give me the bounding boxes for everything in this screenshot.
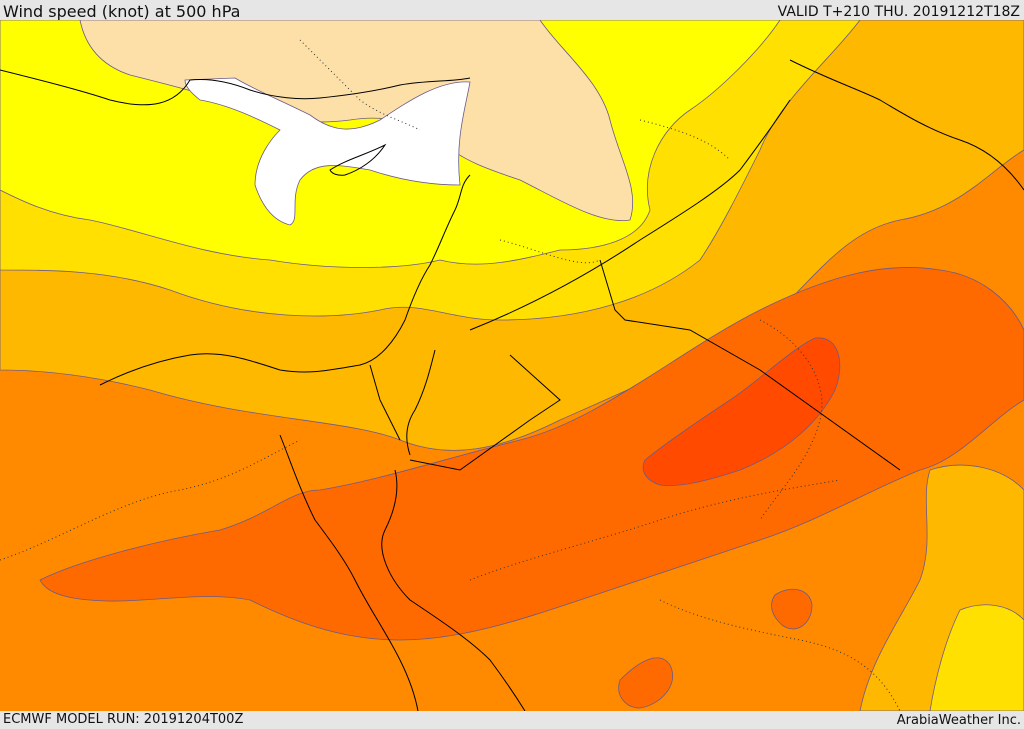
model-run-label: ECMWF MODEL RUN: 20191204T00Z [3,712,244,727]
island-cyprus [329,143,387,176]
fill-dark-orange [39,267,1024,641]
fill-gold-southeast [929,604,1024,711]
dotted-boundary-6 [299,39,421,131]
footer-bar: ECMWF MODEL RUN: 20191204T00Z ArabiaWeat… [0,711,1024,729]
border-jordan [409,354,561,471]
wind-map-svg [0,20,1024,711]
border-iraq-saudi [599,259,901,471]
border-arabia-north [469,99,791,331]
fill-red-orange [642,337,841,486]
coastline-turkey [0,69,471,106]
fill-dark-orange-patch-1 [618,657,673,709]
header-bar: Wind speed (knot) at 500 hPa VALID T+210… [0,0,1024,21]
fill-calm [184,77,471,226]
coastline-mediterranean [99,174,471,386]
border-iran [789,59,1024,191]
border-egypt-libya [369,364,401,441]
dotted-boundary-3 [499,239,601,264]
coastline-red-sea-east [381,469,526,711]
fill-dark-orange-patch-2 [771,588,813,630]
wind-speed-map [0,20,1024,711]
map-title: Wind speed (knot) at 500 hPa [3,2,241,21]
coastline-gulf-aqaba [406,349,436,456]
dotted-boundary-5 [659,599,901,711]
coastline-red-sea-west [279,434,419,711]
dotted-boundary-7 [639,119,731,161]
credit-label: ArabiaWeather Inc. [896,713,1021,728]
valid-time: VALID T+210 THU. 20191212T18Z [777,4,1020,20]
